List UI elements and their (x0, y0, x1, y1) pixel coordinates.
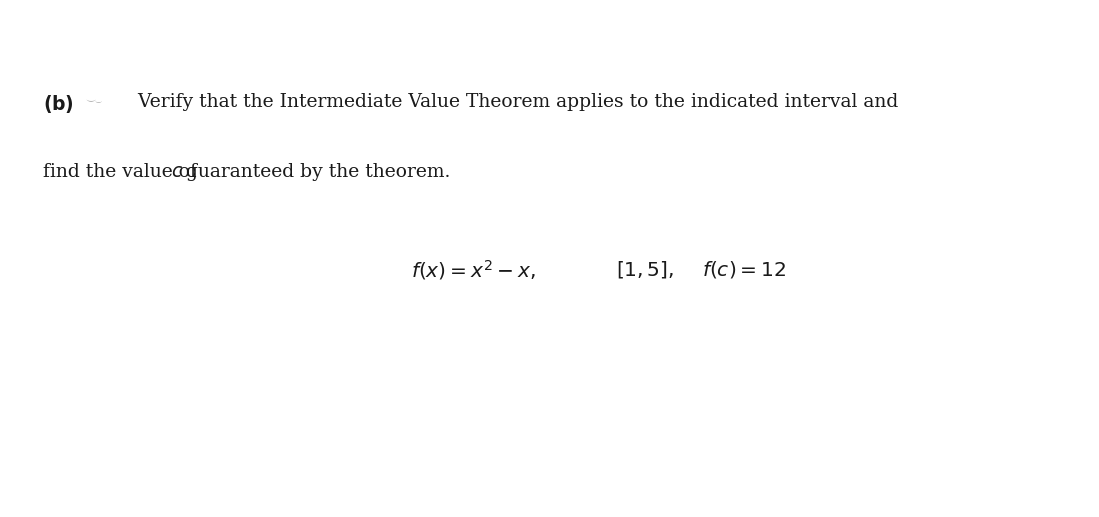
Text: $f(x) = x^2 - x,$: $f(x) = x^2 - x,$ (411, 258, 535, 282)
Text: $\mathbf{(b)}$: $\mathbf{(b)}$ (43, 93, 75, 115)
Text: find the value of: find the value of (43, 163, 203, 181)
Text: Verify that the Intermediate Value Theorem applies to the indicated interval and: Verify that the Intermediate Value Theor… (132, 93, 898, 111)
Text: $f(c) = 12$: $f(c) = 12$ (702, 258, 787, 280)
Text: $[1, 5],$: $[1, 5],$ (615, 258, 674, 280)
Text: guaranteed by the theorem.: guaranteed by the theorem. (180, 163, 451, 181)
Text: $c$: $c$ (170, 163, 182, 181)
Text: $\smile_{\!\!\!\!\!\smile}$: $\smile_{\!\!\!\!\!\smile}$ (85, 96, 103, 104)
